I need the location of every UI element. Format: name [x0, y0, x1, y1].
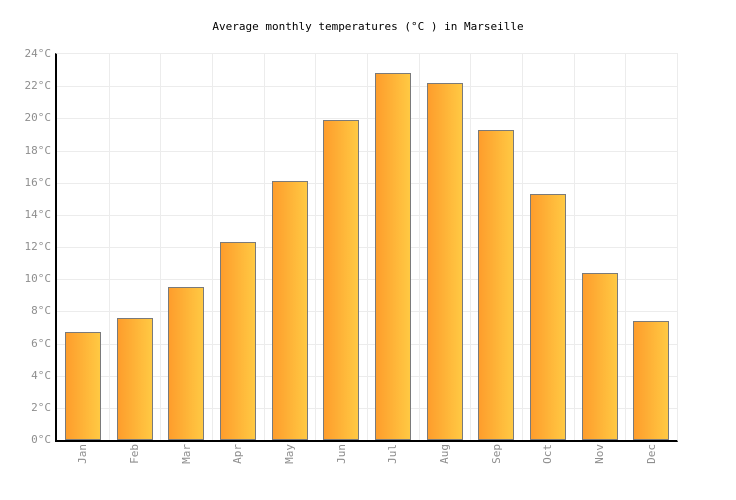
x-axis-label: May: [283, 444, 297, 464]
y-axis-label: 22°C: [24, 79, 52, 93]
bar-jan: [64, 332, 101, 440]
x-cell: Jun: [315, 444, 367, 490]
bar-aug: [426, 82, 463, 440]
gridline-v: [625, 54, 627, 440]
y-axis-label: 0°C: [31, 433, 51, 446]
x-cell: May: [264, 444, 316, 490]
bar-jun: [323, 119, 360, 440]
bar-mar: [168, 287, 205, 440]
x-cell: Nov: [574, 444, 626, 490]
x-cell: Dec: [625, 444, 677, 490]
x-axis-label: Jul: [386, 444, 400, 464]
bar-jul: [374, 73, 411, 440]
x-cell: Sep: [470, 444, 522, 490]
bar-sep: [478, 129, 515, 440]
gridline-v: [263, 54, 265, 440]
bar-apr: [219, 242, 256, 440]
bar-cell-feb: [109, 54, 161, 440]
bar-nov: [581, 272, 618, 440]
chart-title: Average monthly temperatures (°C ) in Ma…: [212, 20, 524, 33]
bar-cell-sep: [470, 54, 522, 440]
bar-cell-apr: [212, 54, 264, 440]
x-axis-label: Sep: [489, 444, 503, 464]
gridline-v: [160, 54, 162, 440]
bar-oct: [529, 193, 566, 440]
bar-cell-nov: [574, 54, 626, 440]
x-axis-label: Oct: [541, 444, 555, 464]
x-cell: Mar: [160, 444, 212, 490]
x-axis-label: Apr: [231, 444, 245, 464]
x-cell: Jul: [367, 444, 419, 490]
gridline-v: [108, 54, 110, 440]
x-axis-label: Feb: [128, 444, 141, 464]
x-cell: Jan: [57, 444, 109, 490]
bar-cell-jan: [57, 54, 109, 440]
bar-cell-aug: [419, 54, 471, 440]
gridline-v: [522, 54, 523, 440]
x-axis: Jan Feb Mar Apr May Jun Jul Aug Sep Oct Nov Dec: [57, 444, 677, 490]
y-axis-label: 2°C: [31, 400, 51, 414]
y-axis-label: 18°C: [24, 143, 52, 157]
bar-cell-mar: [160, 54, 212, 440]
y-axis-label: 4°C: [31, 368, 51, 382]
bar-cell-dec: [625, 54, 677, 440]
y-axis-label: 14°C: [24, 207, 52, 221]
y-axis-label: 6°C: [31, 336, 51, 350]
y-axis-label: 10°C: [24, 272, 52, 286]
gridline-v: [470, 54, 472, 440]
gridline-v: [573, 54, 575, 440]
x-axis-label: Mar: [179, 444, 193, 464]
gridline-v: [367, 54, 368, 440]
x-cell: Aug: [419, 444, 471, 490]
bar-series: [57, 54, 677, 440]
plot-area: [55, 53, 678, 442]
bar-cell-may: [264, 54, 316, 440]
x-cell: Apr: [212, 444, 264, 490]
y-axis-label: 16°C: [24, 175, 52, 189]
bar-dec: [633, 320, 670, 440]
gridline-v: [315, 54, 317, 440]
y-axis-label: 24°C: [24, 47, 52, 60]
y-axis-label: 12°C: [24, 240, 52, 253]
bar-may: [271, 181, 308, 440]
x-axis-label: Nov: [593, 444, 607, 464]
bar-cell-jun: [315, 54, 367, 440]
y-axis-label: 20°C: [24, 111, 52, 125]
gridline-v: [212, 54, 213, 440]
x-cell: Feb: [109, 444, 161, 490]
y-axis-label: 8°C: [31, 304, 51, 318]
x-axis-label: Jun: [334, 444, 348, 464]
bar-feb: [116, 317, 153, 440]
bar-cell-jul: [367, 54, 419, 440]
bar-cell-oct: [522, 54, 574, 440]
x-cell: Oct: [522, 444, 574, 490]
x-axis-label: Jan: [76, 444, 90, 464]
x-axis-label: Dec: [644, 444, 658, 464]
x-axis-label: Aug: [438, 444, 452, 464]
gridline-v: [418, 54, 420, 440]
